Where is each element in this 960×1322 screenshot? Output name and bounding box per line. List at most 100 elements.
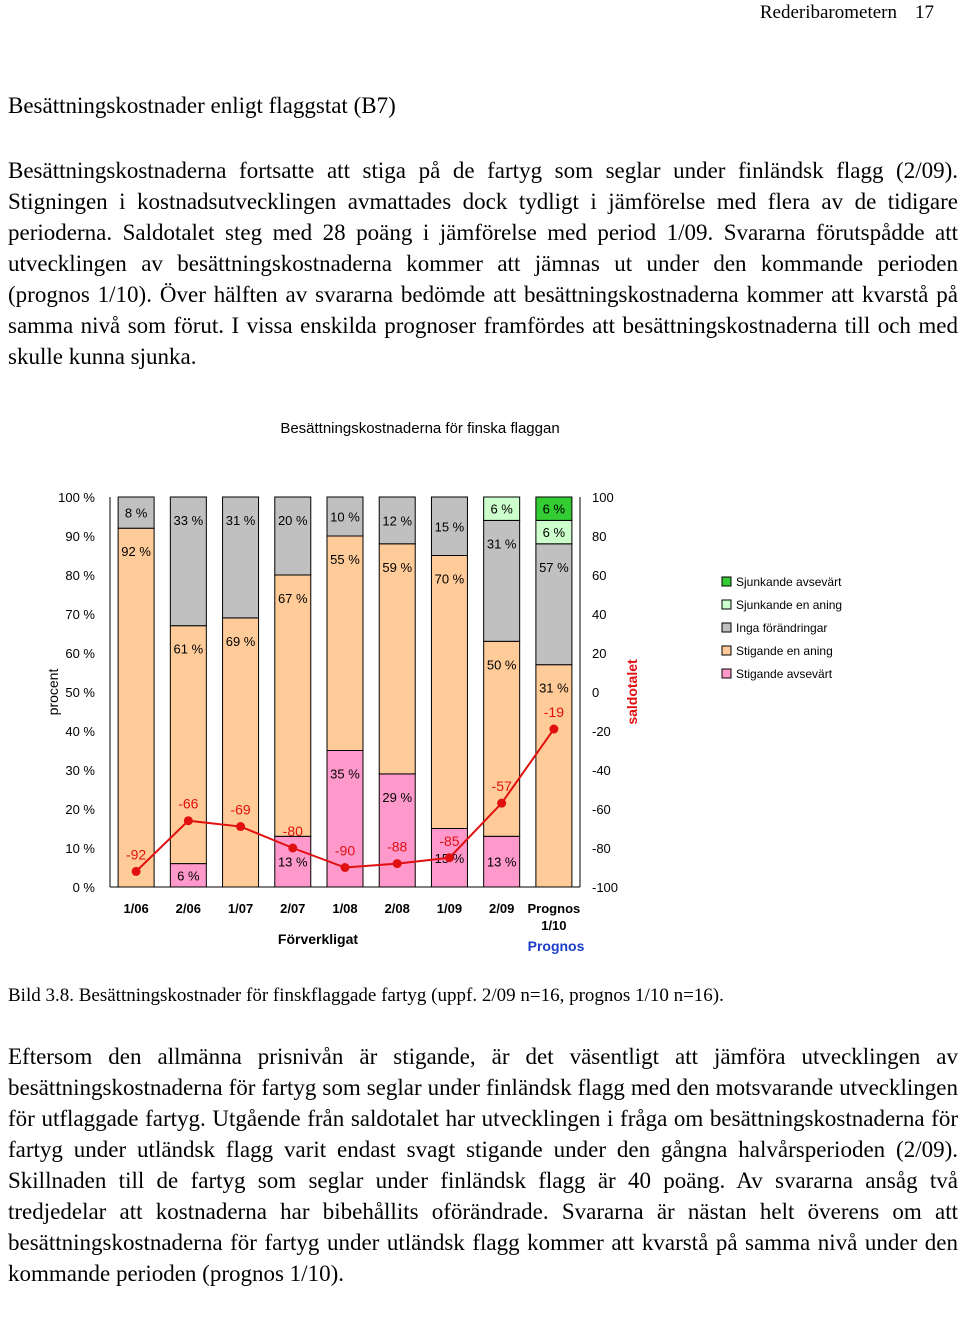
segment-label: 6 %	[543, 502, 566, 517]
bar-segment	[326, 496, 364, 537]
y-tick-label: 20 %	[65, 802, 95, 817]
x-tick-label: 2/07	[280, 901, 305, 916]
segment-label: 10 %	[330, 510, 360, 525]
y2-axis-label: saldotalet	[624, 659, 640, 725]
legend-label: Sjunkande en aning	[736, 598, 842, 612]
legend-label: Stigande en aning	[736, 644, 833, 658]
section-heading: Besättningskostnader enligt flaggstat (B…	[8, 93, 396, 118]
bar-segment	[483, 519, 521, 642]
group-label-forecast: Prognos	[528, 938, 585, 954]
segment-label: 15 %	[435, 519, 465, 534]
legend-swatch	[721, 645, 732, 656]
y-tick-label: 10 %	[65, 841, 95, 856]
bar-segment	[117, 527, 155, 888]
segment-label: 13 %	[487, 855, 517, 870]
y-tick-label: 90 %	[65, 529, 95, 544]
segment-label: 31 %	[487, 536, 517, 551]
legend-swatch	[721, 622, 732, 633]
y-tick-label: 40 %	[65, 724, 95, 739]
saldotal-point	[131, 866, 141, 876]
x-tick-label: 1/08	[332, 901, 357, 916]
saldotal-label: -66	[178, 796, 198, 812]
y2-tick-label: 80	[592, 529, 606, 544]
bar-segment	[117, 496, 155, 529]
saldotal-point	[183, 816, 193, 826]
saldotal-point	[392, 859, 402, 869]
segment-label: 8 %	[125, 506, 148, 521]
saldotal-point	[497, 798, 507, 808]
segment-label: 50 %	[487, 657, 517, 672]
segment-label: 6 %	[490, 502, 513, 517]
segment-label: 57 %	[539, 560, 569, 575]
chart-title: Besättningskostnaderna för finska flagga…	[280, 420, 559, 437]
figure-caption: Bild 3.8. Besättningskostnader för finsk…	[8, 985, 724, 1006]
segment-label: 29 %	[382, 790, 412, 805]
y-tick-label: 70 %	[65, 607, 95, 622]
bar-segment	[535, 543, 573, 666]
legend-swatch	[721, 599, 732, 610]
y-tick-label: 80 %	[65, 568, 95, 583]
segment-label: 70 %	[435, 572, 465, 587]
legend-label: Stigande avsevärt	[736, 667, 833, 681]
segment-label: 35 %	[330, 767, 360, 782]
x-tick-label: 1/10	[541, 918, 566, 933]
stacked-bar-chart: Besättningskostnaderna för finska flagga…	[45, 420, 842, 954]
y-axis-label: procent	[45, 669, 61, 716]
bar-segment	[169, 625, 207, 865]
bar-segment	[326, 535, 364, 751]
segment-label: 31 %	[539, 681, 569, 696]
y-tick-label: 60 %	[65, 646, 95, 661]
bar-segment	[274, 496, 312, 576]
x-tick-label: Prognos	[528, 901, 581, 916]
segment-label: 13 %	[278, 855, 308, 870]
bar-segment	[535, 496, 573, 521]
segment-label: 31 %	[226, 513, 256, 528]
saldotal-label: -88	[387, 839, 407, 855]
x-tick-label: 2/09	[489, 901, 514, 916]
bar-segment	[274, 574, 312, 837]
x-tick-label: 1/07	[228, 901, 253, 916]
intro-paragraph: Besättningskostnaderna fortsatte att sti…	[8, 158, 958, 369]
x-tick-label: 1/09	[437, 901, 462, 916]
y2-tick-label: -40	[592, 763, 611, 778]
saldotal-point	[340, 863, 350, 872]
y2-tick-label: 20	[592, 646, 606, 661]
x-tick-label: 1/06	[123, 901, 148, 916]
saldotal-point	[288, 843, 298, 853]
segment-label: 6 %	[543, 525, 566, 540]
saldotal-label: -92	[126, 846, 146, 862]
x-tick-label: 2/08	[385, 901, 410, 916]
page-number: 17	[915, 2, 934, 23]
bar-segment	[222, 617, 260, 888]
segment-label: 55 %	[330, 552, 360, 567]
saldotal-label: -85	[439, 833, 459, 849]
legend-label: Inga förändringar	[736, 621, 827, 635]
bar-segment	[169, 496, 207, 627]
bar-segment	[378, 773, 416, 888]
segment-label: 92 %	[121, 544, 151, 559]
legend-swatch	[721, 576, 732, 587]
saldotal-label: -19	[544, 704, 564, 720]
segment-label: 67 %	[278, 591, 308, 606]
segment-label: 20 %	[278, 513, 308, 528]
legend-label: Sjunkande avsevärt	[736, 575, 842, 589]
y2-tick-label: -100	[592, 880, 618, 895]
y2-tick-label: -80	[592, 841, 611, 856]
bar-segment	[430, 555, 468, 829]
legend-swatch	[721, 668, 732, 679]
saldotal-label: -80	[283, 823, 303, 839]
segment-label: 61 %	[174, 642, 204, 657]
y2-tick-label: 100	[592, 490, 614, 505]
y-tick-label: 30 %	[65, 763, 95, 778]
bar-segment	[378, 543, 416, 775]
bar-segment	[483, 496, 521, 521]
x-tick-label: 2/06	[176, 901, 201, 916]
body-paragraph: Eftersom den allmänna prisnivån är stiga…	[8, 1044, 958, 1286]
saldotal-label: -69	[230, 802, 250, 818]
bar-segment	[378, 496, 416, 545]
saldotal-point	[549, 724, 559, 734]
bar-segment	[430, 496, 468, 556]
saldotal-label: -90	[335, 843, 355, 859]
segment-label: 69 %	[226, 634, 256, 649]
y2-tick-label: 0	[592, 685, 599, 700]
